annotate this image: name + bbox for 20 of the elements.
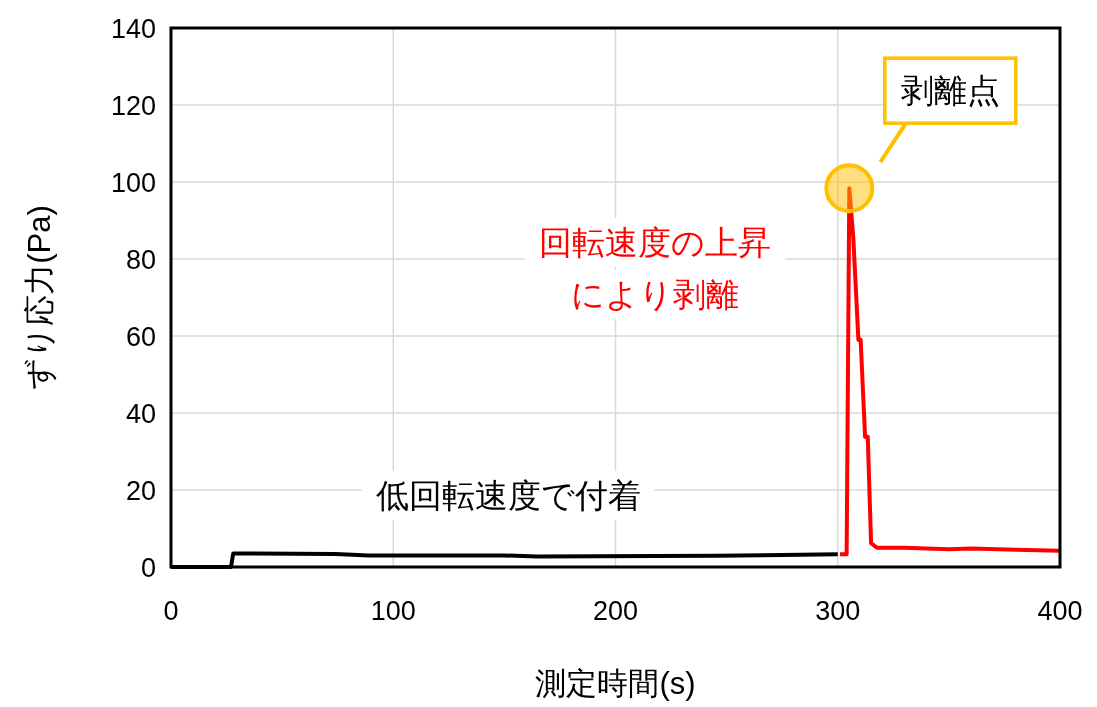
y-tick-label: 80 [125,245,156,275]
x-axis-title: 測定時間(s) [535,666,696,701]
x-tick-label: 100 [370,596,416,626]
annotation: により剥離 [571,276,739,313]
y-tick-label: 140 [110,14,156,44]
x-tick-label: 300 [815,596,861,626]
annotation: 低回転速度で付着 [375,477,641,514]
x-tick-label: 0 [163,596,179,626]
y-tick-label: 100 [110,168,156,198]
y-tick-label: 40 [125,399,156,429]
x-tick-label: 200 [592,596,639,626]
y-axis-title: ずり応力(Pa) [22,205,57,390]
y-tick-label: 60 [125,322,156,352]
y-tick-label: 0 [140,553,156,583]
annotation: 回転速度の上昇 [539,224,771,261]
annotation: 剥離点 [900,72,1000,110]
y-tick-label: 20 [125,476,156,506]
y-tick-label: 120 [110,91,156,121]
line-series [837,186,1062,557]
x-tick-label: 400 [1037,596,1083,626]
